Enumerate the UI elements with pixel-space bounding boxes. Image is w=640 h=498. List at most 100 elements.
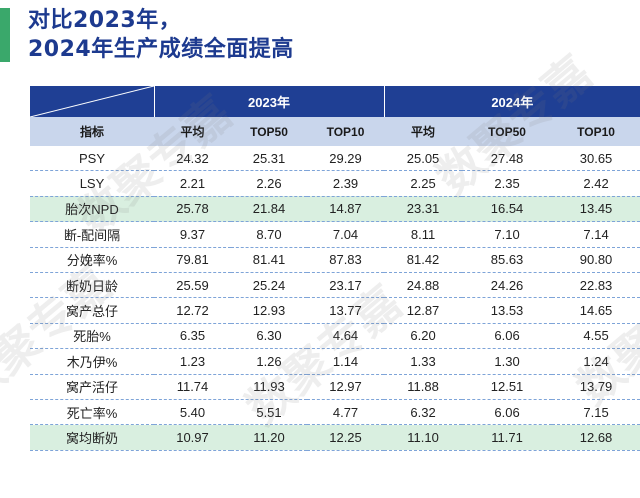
- column-header: 指标: [30, 117, 154, 146]
- value-cell: 25.24: [231, 272, 307, 299]
- value-cell: 4.77: [307, 399, 385, 426]
- value-cell: 11.71: [462, 424, 553, 451]
- metric-cell: PSY: [30, 146, 154, 172]
- column-header: TOP50: [231, 117, 307, 146]
- value-cell: 12.72: [154, 297, 231, 324]
- value-cell: 7.04: [307, 221, 385, 248]
- column-header: TOP10: [552, 117, 640, 146]
- column-header: TOP50: [462, 117, 553, 146]
- value-cell: 12.87: [384, 297, 463, 324]
- value-cell: 9.37: [154, 221, 231, 248]
- metric-cell: 死胎%: [30, 323, 154, 350]
- metric-cell: 窝均断奶: [30, 424, 154, 451]
- value-cell: 21.84: [231, 196, 307, 223]
- value-cell: 11.93: [231, 374, 307, 400]
- column-header: TOP10: [307, 117, 385, 146]
- value-cell: 25.31: [231, 146, 307, 172]
- value-cell: 6.32: [384, 399, 463, 426]
- value-cell: 2.35: [462, 170, 553, 197]
- value-cell: 24.88: [384, 272, 463, 299]
- value-cell: 13.79: [552, 374, 640, 400]
- value-cell: 11.20: [231, 424, 307, 451]
- table-row: 窝产总仔 12.72 12.93 13.77 12.87 13.53 14.65: [30, 297, 640, 324]
- metric-cell: 死亡率%: [30, 399, 154, 426]
- header-corner: [30, 86, 154, 117]
- value-cell: 11.74: [154, 374, 231, 400]
- metric-cell: 窝产总仔: [30, 297, 154, 324]
- page-title: 对比2023年， 2024年生产成绩全面提高: [28, 6, 294, 64]
- value-cell: 12.51: [462, 374, 553, 400]
- column-header: 平均: [384, 117, 463, 146]
- value-cell: 25.59: [154, 272, 231, 299]
- value-cell: 1.30: [462, 348, 553, 375]
- diagonal-divider: [30, 86, 154, 117]
- value-cell: 8.11: [384, 221, 463, 248]
- value-cell: 1.14: [307, 348, 385, 375]
- column-header: 平均: [154, 117, 231, 146]
- value-cell: 1.23: [154, 348, 231, 375]
- value-cell: 7.15: [552, 399, 640, 426]
- value-cell: 2.39: [307, 170, 385, 197]
- value-cell: 11.88: [384, 374, 463, 400]
- metric-cell: 分娩率%: [30, 247, 154, 273]
- value-cell: 12.97: [307, 374, 385, 400]
- value-cell: 2.25: [384, 170, 463, 197]
- value-cell: 30.65: [552, 146, 640, 172]
- metric-cell: 断奶日龄: [30, 272, 154, 299]
- metric-cell: 断-配间隔: [30, 221, 154, 248]
- value-cell: 4.64: [307, 323, 385, 350]
- value-cell: 6.06: [462, 323, 553, 350]
- value-cell: 90.80: [552, 247, 640, 273]
- year-group-header-row: 2023年 2024年: [30, 86, 640, 117]
- value-cell: 22.83: [552, 272, 640, 299]
- value-cell: 24.32: [154, 146, 231, 172]
- value-cell: 27.48: [462, 146, 553, 172]
- table-row: 断-配间隔 9.37 8.70 7.04 8.11 7.10 7.14: [30, 221, 640, 248]
- comparison-table: 2023年 2024年 指标 平均 TOP50 TOP10 平均 TOP50 T…: [30, 86, 640, 451]
- table-row: 胎次NPD 25.78 21.84 14.87 23.31 16.54 13.45: [30, 196, 640, 223]
- table-row: 木乃伊% 1.23 1.26 1.14 1.33 1.30 1.24: [30, 348, 640, 375]
- table-row: LSY 2.21 2.26 2.39 2.25 2.35 2.42: [30, 170, 640, 197]
- table-row: PSY 24.32 25.31 29.29 25.05 27.48 30.65: [30, 146, 640, 172]
- value-cell: 23.31: [384, 196, 463, 223]
- value-cell: 6.30: [231, 323, 307, 350]
- group-header-2023: 2023年: [153, 86, 385, 117]
- value-cell: 87.83: [307, 247, 385, 273]
- value-cell: 11.10: [384, 424, 463, 451]
- value-cell: 12.93: [231, 297, 307, 324]
- table-body: PSY 24.32 25.31 29.29 25.05 27.48 30.65 LSY 2.21…: [30, 146, 640, 451]
- column-header-row: 指标 平均 TOP50 TOP10 平均 TOP50 TOP10: [30, 117, 640, 146]
- value-cell: 79.81: [154, 247, 231, 273]
- table-row: 死亡率% 5.40 5.51 4.77 6.32 6.06 7.15: [30, 399, 640, 426]
- value-cell: 14.87: [307, 196, 385, 223]
- value-cell: 8.70: [231, 221, 307, 248]
- value-cell: 1.24: [552, 348, 640, 375]
- table-row: 断奶日龄 25.59 25.24 23.17 24.88 24.26 22.83: [30, 272, 640, 299]
- value-cell: 2.42: [552, 170, 640, 197]
- metric-cell: 木乃伊%: [30, 348, 154, 375]
- data-table-container: 2023年 2024年 指标 平均 TOP50 TOP10 平均 TOP50 T…: [30, 86, 640, 451]
- value-cell: 2.21: [154, 170, 231, 197]
- value-cell: 10.97: [154, 424, 231, 451]
- value-cell: 13.77: [307, 297, 385, 324]
- value-cell: 81.42: [384, 247, 463, 273]
- value-cell: 6.20: [384, 323, 463, 350]
- value-cell: 13.53: [462, 297, 553, 324]
- value-cell: 24.26: [462, 272, 553, 299]
- value-cell: 13.45: [552, 196, 640, 223]
- value-cell: 6.06: [462, 399, 553, 426]
- accent-bar: [0, 8, 10, 62]
- table-row: 分娩率% 79.81 81.41 87.83 81.42 85.63 90.80: [30, 247, 640, 273]
- table-row: 窝均断奶 10.97 11.20 12.25 11.10 11.71 12.68: [30, 424, 640, 451]
- value-cell: 12.68: [552, 424, 640, 451]
- metric-cell: 窝产活仔: [30, 374, 154, 400]
- value-cell: 7.10: [462, 221, 553, 248]
- value-cell: 16.54: [462, 196, 553, 223]
- value-cell: 23.17: [307, 272, 385, 299]
- value-cell: 7.14: [552, 221, 640, 248]
- value-cell: 4.55: [552, 323, 640, 350]
- title-line-2: 2024年生产成绩全面提高: [28, 37, 294, 62]
- value-cell: 25.78: [154, 196, 231, 223]
- title-line-1: 对比2023年，: [28, 8, 182, 33]
- group-header-2024: 2024年: [383, 86, 640, 117]
